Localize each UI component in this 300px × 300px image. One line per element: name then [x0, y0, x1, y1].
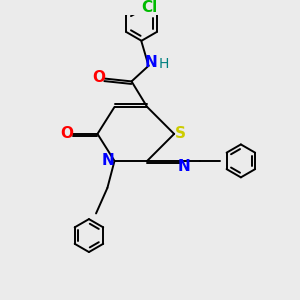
Text: S: S: [175, 126, 186, 141]
Text: Cl: Cl: [142, 0, 158, 15]
Text: N: N: [178, 158, 190, 173]
Text: N: N: [145, 55, 158, 70]
Text: N: N: [102, 153, 115, 168]
Text: O: O: [92, 70, 105, 85]
Text: H: H: [158, 56, 169, 70]
Text: O: O: [61, 126, 74, 141]
